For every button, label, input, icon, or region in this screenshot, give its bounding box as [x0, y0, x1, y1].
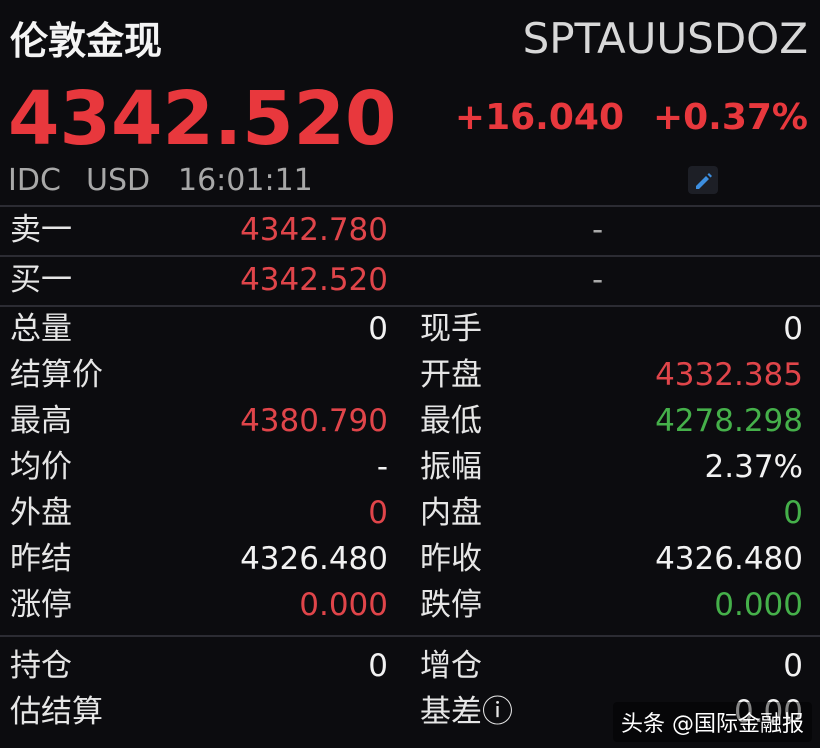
stat-value: 2.37%: [704, 449, 803, 485]
stat-value: 4332.385: [655, 357, 803, 393]
stat-label: 现手: [420, 311, 482, 347]
stat-value: 0: [368, 495, 388, 531]
meta-currency: USD: [86, 163, 151, 198]
last-price: 4342.520: [8, 76, 397, 162]
stat-value: 0.000: [714, 587, 803, 623]
stat-label: 跌停: [420, 587, 482, 623]
stat-label: 最低: [420, 403, 482, 439]
divider: [0, 635, 820, 637]
instrument-code: SPTAUUSDOZ: [522, 14, 808, 63]
meta-time: 16:01:11: [178, 163, 313, 198]
stat-label: 结算价: [10, 357, 103, 393]
instrument-title: 伦敦金现: [10, 19, 163, 63]
stat-label: 最高: [10, 403, 72, 439]
stat-label: 均价: [10, 449, 72, 485]
quote-price: 4342.780: [240, 212, 388, 248]
stat-value: 4278.298: [655, 403, 803, 439]
quote-volume: -: [592, 212, 604, 248]
stat-value: -: [376, 449, 388, 485]
stat-label: 总量: [10, 311, 72, 347]
divider: [0, 255, 820, 257]
stat-label: 昨结: [10, 541, 72, 577]
price-change: +16.040: [454, 97, 624, 138]
quote-label: 买一: [10, 262, 72, 298]
stat-label: 涨停: [10, 587, 72, 623]
stat-value: 4326.480: [240, 541, 388, 577]
edit-button[interactable]: [688, 166, 718, 194]
meta-source: IDC: [8, 163, 61, 198]
stat-value: 4380.790: [240, 403, 388, 439]
stat-label: 增仓: [420, 648, 482, 684]
stat-value: 0.000: [299, 587, 388, 623]
quote-price: 4342.520: [240, 262, 388, 298]
stat-label: 昨收: [420, 541, 482, 577]
stat-value: 0.00: [733, 694, 803, 730]
stat-label: 振幅: [420, 449, 482, 485]
stat-value: 0: [368, 648, 388, 684]
stat-value: 0: [783, 648, 803, 684]
quote-volume: -: [592, 262, 604, 298]
stat-value: 0: [783, 495, 803, 531]
divider: [0, 205, 820, 207]
stat-label: 开盘: [420, 357, 482, 393]
stat-label: 内盘: [420, 495, 482, 531]
stat-label: 估结算: [10, 694, 103, 730]
divider: [0, 305, 820, 307]
stat-value: 0: [783, 311, 803, 347]
stat-value: 0: [368, 311, 388, 347]
stat-label: 外盘: [10, 495, 72, 531]
price-change-pct: +0.37%: [652, 97, 808, 138]
quote-label: 卖一: [10, 212, 72, 248]
stat-label: 基差ⓘ: [420, 694, 513, 730]
watermark: 头条 @国际金融报: [613, 702, 812, 742]
stat-label: 持仓: [10, 648, 72, 684]
stat-value: 4326.480: [655, 541, 803, 577]
